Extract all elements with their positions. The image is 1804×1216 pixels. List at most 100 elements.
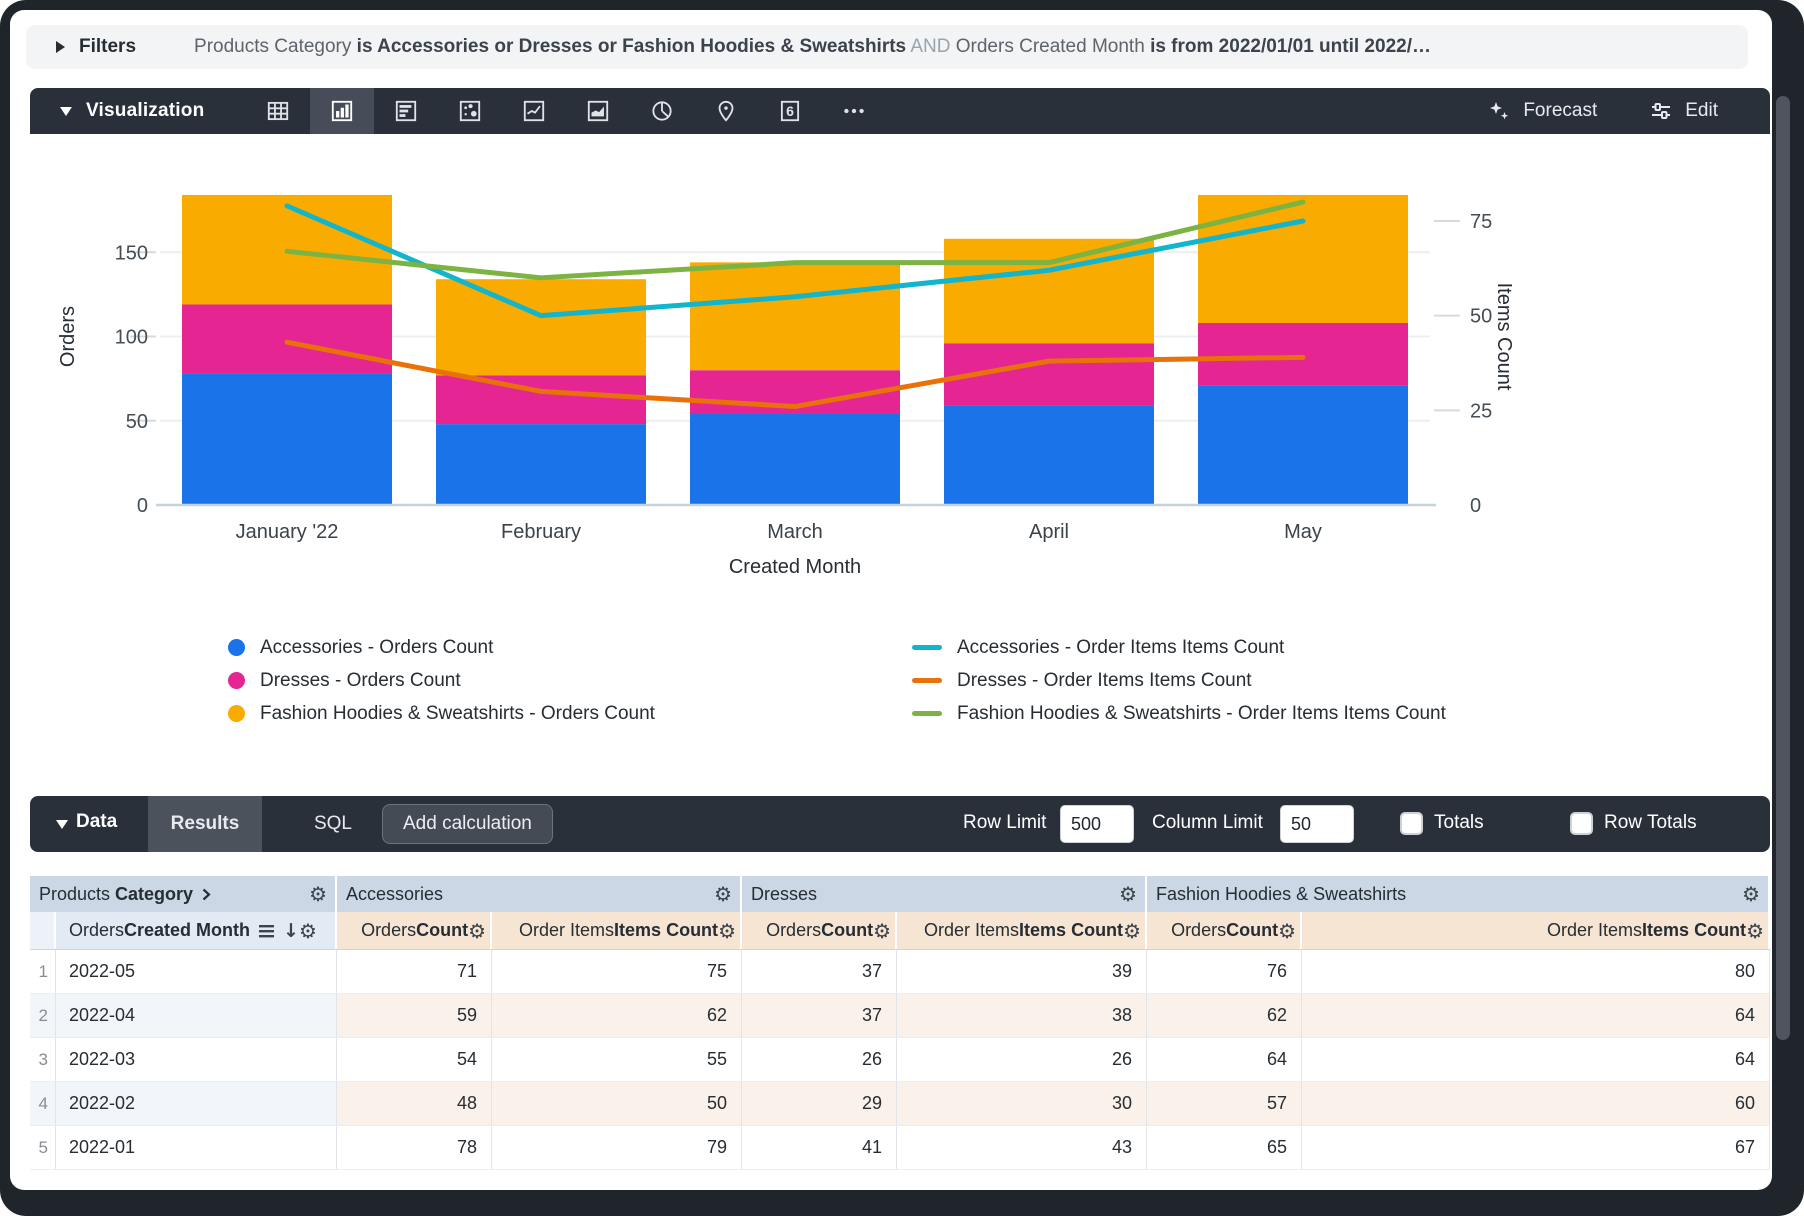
cell-value: 48 — [337, 1082, 492, 1125]
filters-bar[interactable]: Filters Products Category is Accessories… — [26, 25, 1748, 69]
column-header-measure[interactable]: Orders Count ⚙ — [337, 912, 492, 949]
left-axis-tick: 50 — [126, 411, 148, 433]
gear-icon[interactable]: ⚙ — [309, 882, 327, 906]
totals-checkbox[interactable] — [1400, 812, 1423, 835]
column-header-measure[interactable]: Order Items Items Count ⚙ — [897, 912, 1147, 949]
row-limit-input[interactable] — [1060, 805, 1134, 843]
group-header-pivot[interactable]: Fashion Hoodies & Sweatshirts ⚙ — [1147, 876, 1770, 912]
viz-type-pie-chart-icon[interactable] — [630, 88, 694, 134]
gear-icon[interactable]: ⚙ — [298, 918, 317, 943]
bar-segment[interactable] — [1198, 385, 1408, 505]
legend-item[interactable]: Fashion Hoodies & Sweatshirts - Order It… — [912, 697, 1446, 730]
visualization-title: Visualization — [86, 100, 205, 121]
column-header-orders-created-month[interactable]: Orders Created Month ↓ ⚙ — [56, 912, 337, 949]
bar-segment[interactable] — [182, 304, 392, 374]
tab-sql[interactable]: SQL — [313, 813, 353, 834]
legend-item[interactable]: Dresses - Order Items Items Count — [912, 664, 1446, 697]
visualization-collapse-caret-icon[interactable] — [60, 106, 72, 116]
viz-type-single-value-icon[interactable]: 6 — [758, 88, 822, 134]
viz-type-column-chart-icon[interactable] — [310, 88, 375, 134]
right-axis-title: Items Count — [1493, 283, 1515, 391]
legend-item[interactable]: Dresses - Orders Count — [228, 664, 655, 697]
gear-icon[interactable]: ⚙ — [1119, 882, 1137, 906]
row-totals-checkbox[interactable] — [1570, 812, 1593, 835]
viz-type-map-icon[interactable] — [694, 88, 758, 134]
bar-segment[interactable] — [436, 375, 646, 425]
gear-icon[interactable]: ⚙ — [1123, 918, 1141, 943]
viz-type-area-chart-icon[interactable] — [566, 88, 630, 134]
column-header-measure[interactable]: Order Items Items Count ⚙ — [1302, 912, 1770, 949]
header-text: Products — [39, 883, 116, 904]
legend-item[interactable]: Accessories - Orders Count — [228, 631, 655, 664]
subtotal-icon[interactable] — [258, 923, 276, 939]
cell-month: 2022-04 — [56, 994, 337, 1037]
cell-value: 64 — [1147, 1038, 1302, 1081]
line-series[interactable] — [284, 199, 1306, 281]
bar-segment[interactable] — [436, 279, 646, 376]
bar-segment[interactable] — [690, 262, 900, 371]
gear-icon[interactable]: ⚙ — [1278, 918, 1296, 943]
edit-button[interactable]: Edit — [1649, 99, 1718, 123]
gear-icon[interactable]: ⚙ — [873, 918, 891, 943]
bar-segment[interactable] — [182, 373, 392, 505]
viz-type-line-chart-icon[interactable] — [502, 88, 566, 134]
viz-type-scatter-icon[interactable] — [438, 88, 502, 134]
column-header-measure[interactable]: Orders Count ⚙ — [1147, 912, 1302, 949]
legend-label: Dresses - Orders Count — [260, 669, 461, 691]
vertical-scrollbar[interactable] — [1776, 96, 1790, 1040]
combo-chart[interactable]: 0 50 100 150 0 25 50 75 January '22 February March… — [30, 140, 1770, 610]
line-series[interactable] — [284, 339, 1306, 410]
x-axis-label: January '22 — [236, 521, 339, 543]
gear-icon[interactable]: ⚙ — [718, 918, 736, 943]
subheader-row-number — [30, 912, 56, 949]
table-group-header-row: Products Category ⚙ Accessories ⚙ Dresses ⚙ Fa… — [30, 876, 1770, 912]
sort-desc-icon[interactable]: ↓ — [283, 919, 299, 942]
forecast-label: Forecast — [1523, 100, 1598, 121]
group-header-pivot[interactable]: Accessories ⚙ — [337, 876, 742, 912]
legend-line-swatch — [912, 645, 942, 650]
column-limit-input[interactable] — [1280, 805, 1354, 843]
row-number: 2 — [30, 994, 56, 1037]
header-text: Items Count — [1642, 920, 1747, 940]
cell-value: 80 — [1302, 950, 1770, 993]
header-text: Items Count — [1019, 920, 1124, 940]
legend-item[interactable]: Accessories - Order Items Items Count — [912, 631, 1446, 664]
bar-segment[interactable] — [436, 424, 646, 505]
legend-item[interactable]: Fashion Hoodies & Sweatshirts - Orders C… — [228, 697, 655, 730]
column-header-measure[interactable]: Order Items Items Count ⚙ — [492, 912, 742, 949]
line-series[interactable] — [284, 203, 1306, 319]
data-collapse-caret-icon[interactable] — [56, 820, 68, 829]
cell-month: 2022-02 — [56, 1082, 337, 1125]
cell-value: 30 — [897, 1082, 1147, 1125]
legend-line-swatch — [912, 678, 942, 683]
viz-type-bar-chart-icon[interactable] — [374, 88, 438, 134]
forecast-button[interactable]: Forecast — [1487, 99, 1597, 123]
sparkle-icon — [1490, 102, 1509, 120]
cell-value: 38 — [897, 994, 1147, 1037]
left-axis-tick: 150 — [115, 242, 148, 264]
bar-segment[interactable] — [1198, 194, 1408, 324]
add-calculation-button[interactable]: Add calculation — [382, 804, 553, 844]
gear-icon[interactable]: ⚙ — [468, 918, 486, 943]
bar-segment[interactable] — [690, 414, 900, 505]
gear-icon[interactable]: ⚙ — [1742, 882, 1760, 906]
group-header-pivot[interactable]: Dresses ⚙ — [742, 876, 1147, 912]
totals-label: Totals — [1434, 812, 1484, 833]
viz-type-table-icon[interactable] — [246, 88, 310, 134]
viz-type-more-icon[interactable] — [822, 88, 886, 134]
gear-icon[interactable]: ⚙ — [714, 882, 732, 906]
column-header-measure[interactable]: Orders Count ⚙ — [742, 912, 897, 949]
bar-segment[interactable] — [944, 405, 1154, 505]
gear-icon[interactable]: ⚙ — [1746, 918, 1764, 943]
row-number: 5 — [30, 1126, 56, 1169]
bar-segment[interactable] — [1198, 323, 1408, 386]
group-header-products-category[interactable]: Products Category ⚙ — [30, 876, 337, 912]
header-text: Count — [1226, 920, 1279, 940]
cell-value: 75 — [492, 950, 742, 993]
cell-value: 26 — [897, 1038, 1147, 1081]
legend-label: Fashion Hoodies & Sweatshirts - Order It… — [957, 702, 1446, 724]
filter-segment: is from 2022/01/01 until 2022/… — [1150, 36, 1431, 57]
filters-expand-caret-icon[interactable] — [56, 41, 65, 53]
tab-results[interactable]: Results — [148, 796, 262, 852]
bar-series-group[interactable] — [182, 194, 1408, 505]
